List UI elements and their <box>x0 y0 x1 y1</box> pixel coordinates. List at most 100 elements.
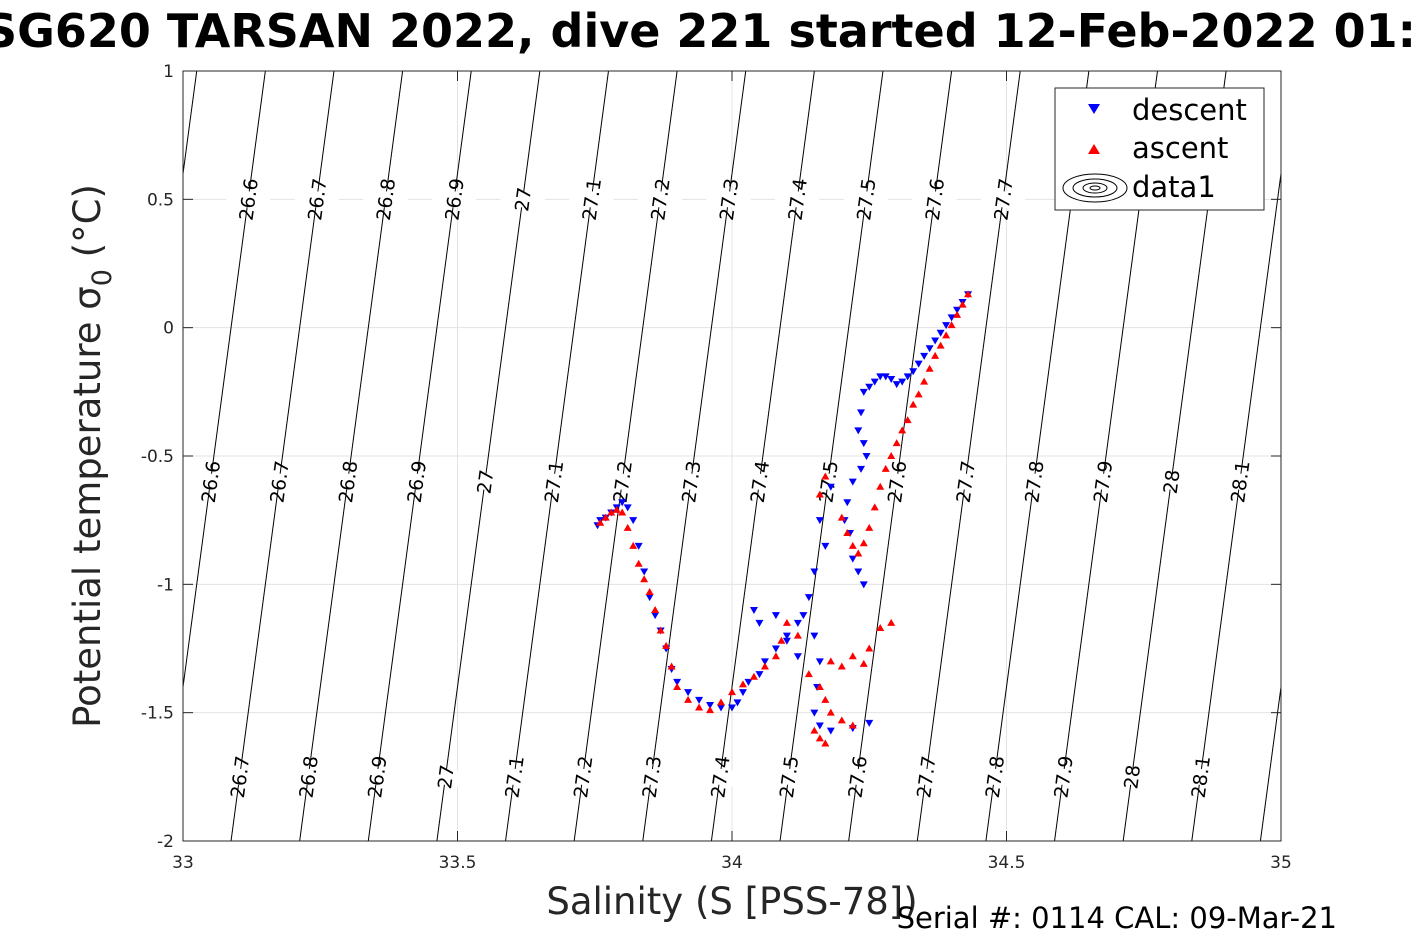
descent-point <box>925 345 934 353</box>
isopycnal-label-bg <box>293 188 340 211</box>
ascent-point <box>821 739 830 747</box>
isopycnal-label-bg <box>1216 470 1263 493</box>
descent-point <box>749 607 758 614</box>
ascent-point <box>931 351 940 359</box>
ascent-point <box>706 706 715 714</box>
descent-point <box>854 427 863 435</box>
legend-box <box>1054 87 1265 211</box>
descent-point <box>810 709 819 717</box>
descent-point <box>810 632 819 640</box>
descent-point <box>870 378 879 386</box>
descent-point <box>843 499 852 507</box>
descent-point <box>684 689 693 697</box>
ascent-point <box>821 472 830 480</box>
y-tick-label: 1 <box>163 62 174 82</box>
descent-point <box>881 373 890 381</box>
ascent-point <box>777 636 786 644</box>
descent-point <box>898 378 907 386</box>
y-tick-label: -0.5 <box>141 447 174 467</box>
descent-point <box>695 696 704 704</box>
descent-point <box>942 322 951 330</box>
descent-point <box>862 453 871 460</box>
descent-point <box>618 499 627 507</box>
ascent-point <box>909 400 918 408</box>
x-tick-label: 34 <box>721 853 743 873</box>
ascent-point <box>612 505 621 513</box>
descent-point <box>936 329 945 337</box>
descent-point <box>760 658 769 666</box>
descent-point <box>914 360 923 368</box>
legend-descent-label: descent <box>1132 93 1247 127</box>
ascent-point <box>656 626 665 634</box>
ascent-point <box>953 310 962 318</box>
chart-title: SG620 TARSAN 2022, dive 221 started 12-F… <box>0 4 1417 58</box>
ascent-point <box>837 716 846 724</box>
descent-point <box>859 581 868 589</box>
isopycnal-label: 28 <box>1120 764 1145 791</box>
ascent-point <box>903 416 912 424</box>
descent-point <box>673 678 682 686</box>
ascent-point <box>826 708 835 716</box>
isopycnal-label-bg <box>285 765 332 788</box>
ascent-point <box>936 341 945 349</box>
ascent-point <box>859 539 868 547</box>
isopycnal-label-bg <box>499 188 546 211</box>
ascent-point <box>876 623 885 631</box>
ascent-point <box>695 703 704 711</box>
isopycnal-label-bg <box>462 470 508 493</box>
descent-point <box>953 306 962 314</box>
isopycnal-label-bg <box>842 188 889 211</box>
x-tick-label: 35 <box>1270 853 1292 873</box>
legend-ascent-marker <box>1088 144 1100 154</box>
descent-point <box>810 568 819 576</box>
isopycnal-label: 28 <box>1160 468 1185 495</box>
isopycnal-label-bg <box>980 188 1026 211</box>
ascent-point <box>859 659 868 667</box>
ascent-point <box>640 575 649 583</box>
isopycnal-label-bg <box>599 470 646 493</box>
legend-data1-marker <box>1062 173 1128 203</box>
isopycnal-label-bg <box>1079 470 1126 493</box>
ascent-point <box>865 644 874 652</box>
ascent-point <box>865 523 874 531</box>
x-tick-label: 33.5 <box>439 853 477 873</box>
isopycnal-label-bg <box>1108 765 1155 788</box>
x-tick-labels: 33 33.5 34 34.5 35 <box>172 71 1292 873</box>
descent-point <box>859 388 868 396</box>
descent-point <box>733 699 742 707</box>
ascent-point <box>760 662 769 670</box>
ascent-point <box>623 523 632 531</box>
descent-point <box>826 483 835 491</box>
descent-point <box>865 719 874 727</box>
descent-point <box>857 465 866 473</box>
descent-point <box>738 689 747 697</box>
y-tick-label: -1.5 <box>141 704 174 724</box>
isopycnal-label-bg <box>393 470 440 493</box>
descent-point <box>887 376 896 383</box>
descent-point <box>629 517 638 525</box>
isopycnal-label: 27 <box>511 186 536 213</box>
y-axis-label-unit: (°C) <box>66 184 109 269</box>
descent-point <box>793 653 802 661</box>
y-axis-label-symbol: σ <box>66 286 109 309</box>
ascent-point <box>749 672 758 680</box>
descent-point <box>793 619 802 627</box>
isopycnal-label-bg <box>1040 765 1086 788</box>
ascent-point <box>607 508 616 516</box>
y-axis-label: Potential temperature σ0 (°C) <box>66 184 118 728</box>
ascent-point <box>651 606 660 613</box>
ascent-point <box>793 631 802 639</box>
isopycnal-label-bg <box>187 470 234 493</box>
ascent-point <box>826 657 835 665</box>
ascent-point <box>947 321 956 329</box>
legend: descent ascent data1 <box>1054 87 1265 211</box>
isopycnal-label-bg <box>736 470 783 493</box>
isopycnal-label: 27 <box>434 764 459 791</box>
descent-point <box>909 368 918 376</box>
isopycnal-label-bg <box>705 188 752 211</box>
ascent-point <box>596 518 605 526</box>
ascent-point <box>667 662 676 670</box>
isopycnal-label-bg <box>834 765 881 788</box>
descent-point <box>848 555 857 563</box>
